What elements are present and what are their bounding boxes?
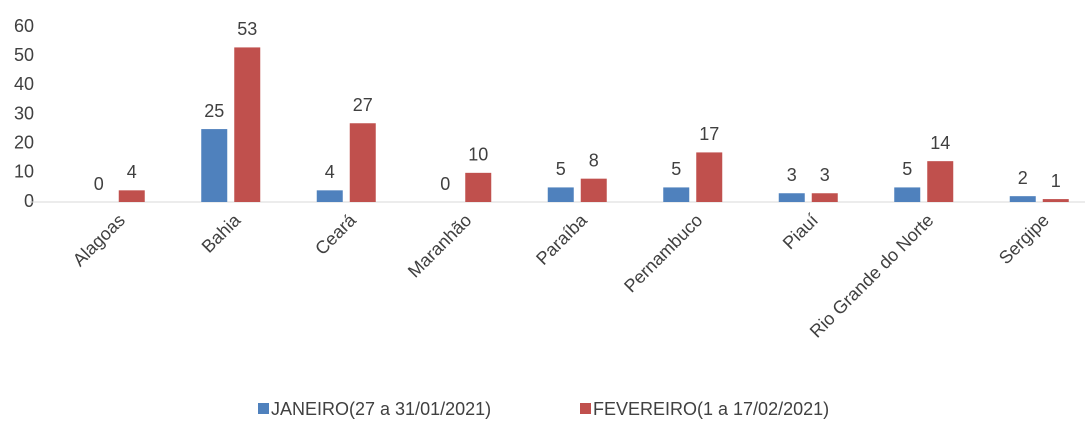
- x-tick-label: Rio Grande do Norte: [806, 210, 938, 342]
- legend-label: FEVEREIRO(1 a 17/02/2021): [593, 399, 829, 419]
- value-label: 5: [671, 159, 681, 179]
- x-tick-label: Alagoas: [69, 210, 129, 270]
- bar: [580, 178, 607, 202]
- y-tick-label: 60: [14, 16, 34, 36]
- value-label: 5: [556, 159, 566, 179]
- value-label: 5: [902, 159, 912, 179]
- bar: [1042, 199, 1069, 202]
- value-label: 8: [589, 150, 599, 170]
- y-tick-label: 40: [14, 74, 34, 94]
- bar: [118, 190, 145, 202]
- value-label: 1: [1051, 171, 1061, 191]
- bar: [927, 161, 954, 202]
- y-tick-label: 50: [14, 45, 34, 65]
- value-label: 0: [440, 174, 450, 194]
- value-label: 53: [237, 19, 257, 39]
- y-tick-label: 0: [24, 191, 34, 211]
- value-label: 4: [127, 162, 137, 182]
- bar: [811, 193, 838, 202]
- bar: [778, 193, 805, 202]
- x-tick-label: Piauí: [779, 210, 822, 253]
- y-tick-label: 20: [14, 132, 34, 152]
- x-tick-label: Ceará: [311, 209, 361, 259]
- value-label: 2: [1018, 168, 1028, 188]
- x-tick-label: Sergipe: [995, 210, 1053, 268]
- value-label: 17: [699, 124, 719, 144]
- legend-swatch: [258, 403, 269, 414]
- bar: [201, 129, 228, 202]
- bar: [696, 152, 723, 202]
- x-tick-label: Maranhão: [404, 210, 475, 281]
- bar: [547, 187, 574, 202]
- x-tick-label: Bahia: [198, 209, 245, 256]
- value-label: 14: [930, 133, 950, 153]
- value-label: 3: [787, 165, 797, 185]
- x-tick-label: Paraíba: [532, 209, 591, 268]
- value-label: 0: [94, 174, 104, 194]
- value-label: 4: [325, 162, 335, 182]
- x-tick-label: Pernambuco: [620, 210, 706, 296]
- value-label: 25: [204, 101, 224, 121]
- legend-label: JANEIRO(27 a 31/01/2021): [271, 399, 491, 419]
- value-label: 10: [468, 145, 488, 165]
- bar: [465, 172, 492, 202]
- value-label: 3: [820, 165, 830, 185]
- bar: [663, 187, 690, 202]
- legend-swatch: [580, 403, 591, 414]
- bar: [894, 187, 921, 202]
- value-label: 27: [353, 95, 373, 115]
- bar: [316, 190, 343, 202]
- y-tick-label: 30: [14, 103, 34, 123]
- bar: [1009, 196, 1036, 202]
- bar: [234, 47, 261, 202]
- y-tick-label: 10: [14, 162, 34, 182]
- bar: [349, 123, 376, 202]
